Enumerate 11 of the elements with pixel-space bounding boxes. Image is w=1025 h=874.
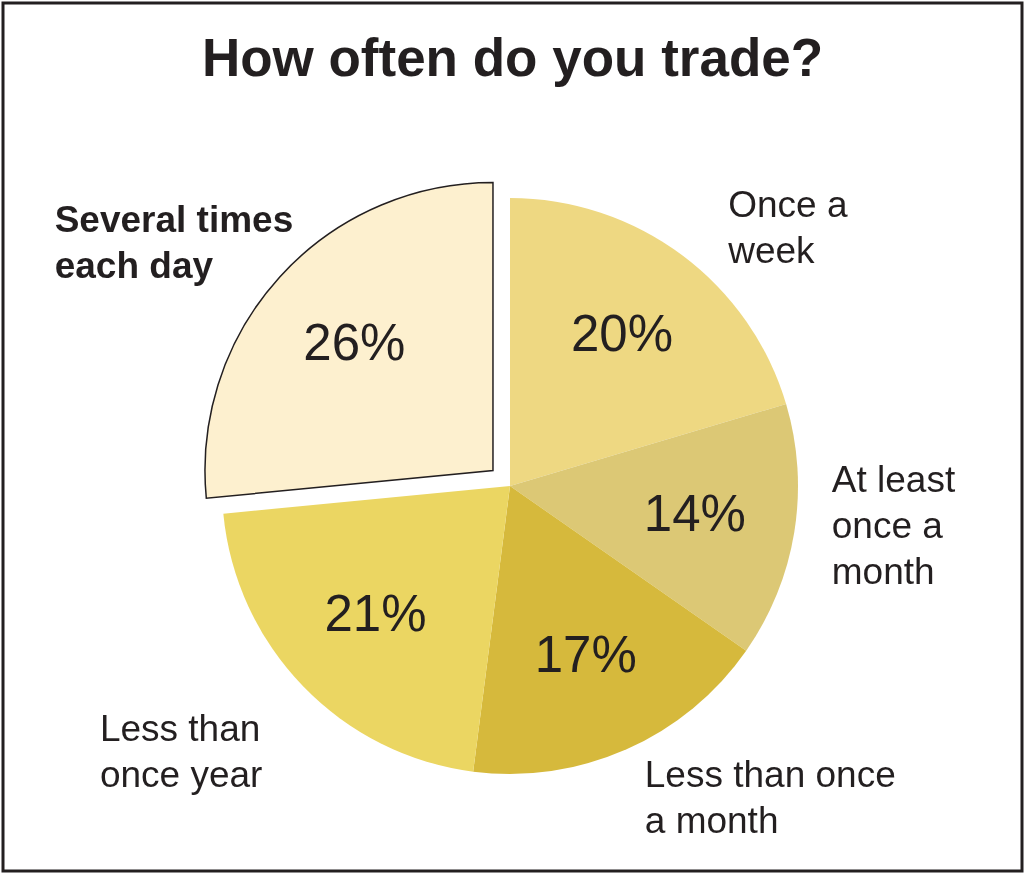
data-label: 17% xyxy=(534,626,637,684)
slice-label: Several times each day xyxy=(54,199,294,287)
slice-label: Less than once a month xyxy=(644,753,896,841)
slice-label: At least once a month xyxy=(831,459,956,593)
data-label: 26% xyxy=(303,313,406,371)
slice-label: Less than once year xyxy=(99,708,263,796)
chart-title: How often do you trade? xyxy=(201,28,824,87)
data-label: 20% xyxy=(570,304,674,362)
slice-label: Once a week xyxy=(727,184,848,272)
data-label: 21% xyxy=(324,585,427,643)
data-label: 14% xyxy=(643,484,746,542)
